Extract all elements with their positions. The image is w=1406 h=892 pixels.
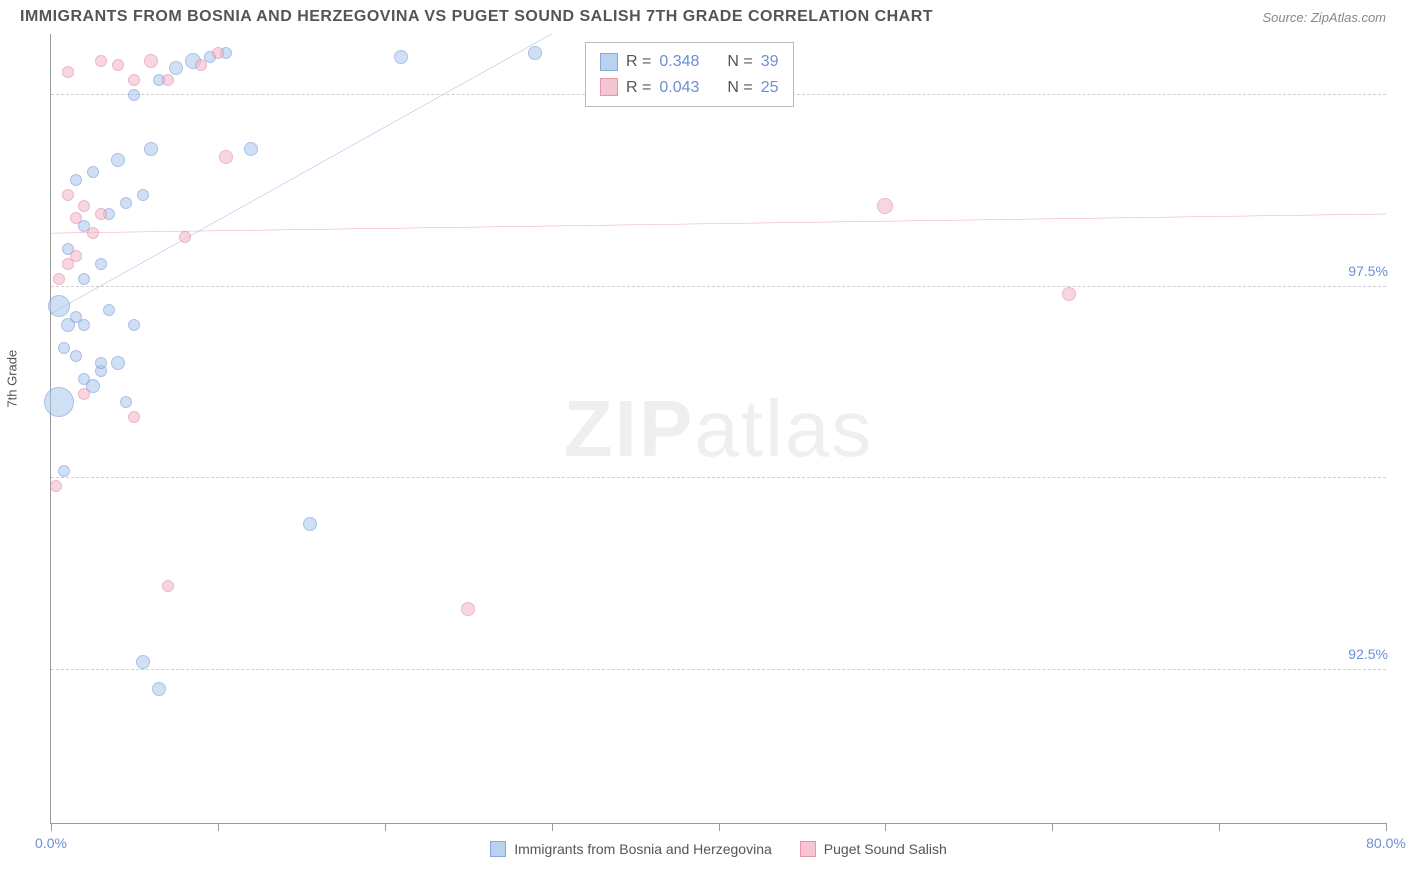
legend-n-label: N =: [727, 75, 752, 101]
scatter-point: [120, 396, 132, 408]
x-tick: [552, 823, 553, 831]
scatter-point: [195, 59, 207, 71]
scatter-point: [1062, 287, 1076, 301]
scatter-point: [62, 66, 74, 78]
gridline: [51, 669, 1386, 670]
chart-title: IMMIGRANTS FROM BOSNIA AND HERZEGOVINA V…: [20, 8, 933, 26]
x-tick: [385, 823, 386, 831]
scatter-point: [70, 212, 82, 224]
scatter-point: [70, 350, 82, 362]
series-name: Puget Sound Salish: [824, 841, 947, 857]
series-name: Immigrants from Bosnia and Herzegovina: [514, 841, 772, 857]
scatter-point: [78, 319, 90, 331]
legend-row: R = 0.043 N = 25: [600, 75, 779, 101]
x-tick: [51, 823, 52, 831]
scatter-point: [44, 387, 74, 417]
scatter-point: [70, 174, 82, 186]
scatter-point: [87, 227, 99, 239]
scatter-point: [128, 89, 140, 101]
x-tick: [1219, 823, 1220, 831]
gridline: [51, 477, 1386, 478]
scatter-point: [303, 517, 317, 531]
scatter-point: [877, 198, 893, 214]
scatter-point: [162, 74, 174, 86]
scatter-point: [48, 295, 70, 317]
scatter-point: [128, 319, 140, 331]
scatter-point: [95, 55, 107, 67]
legend-row: R = 0.348 N = 39: [600, 49, 779, 75]
scatter-point: [53, 273, 65, 285]
x-tick: [885, 823, 886, 831]
correlation-legend: R = 0.348 N = 39 R = 0.043 N = 25: [585, 42, 794, 107]
scatter-point: [78, 373, 90, 385]
scatter-point: [112, 59, 124, 71]
scatter-point: [58, 342, 70, 354]
scatter-point: [461, 602, 475, 616]
scatter-point: [103, 304, 115, 316]
scatter-point: [144, 142, 158, 156]
plot-area: ZIPatlas 92.5%97.5%0.0%80.0%R =0.348N =3…: [50, 34, 1386, 824]
scatter-point: [95, 357, 107, 369]
series-legend-item: Puget Sound Salish: [800, 841, 947, 857]
x-tick: [218, 823, 219, 831]
chart-area: 7th Grade ZIPatlas 92.5%97.5%0.0%80.0%R …: [40, 34, 1386, 824]
scatter-point: [152, 682, 166, 696]
gridline: [51, 286, 1386, 287]
scatter-point: [78, 273, 90, 285]
watermark: ZIPatlas: [564, 383, 873, 475]
chart-source: Source: ZipAtlas.com: [1262, 10, 1386, 25]
scatter-point: [219, 150, 233, 164]
scatter-point: [212, 47, 224, 59]
scatter-point: [128, 74, 140, 86]
scatter-point: [50, 480, 62, 492]
scatter-point: [87, 166, 99, 178]
legend-swatch: [600, 78, 618, 96]
scatter-point: [136, 655, 150, 669]
scatter-point: [162, 580, 174, 592]
legend-n-label: N =: [727, 49, 752, 75]
scatter-point: [111, 153, 125, 167]
legend-r-value: 0.348: [659, 49, 699, 75]
y-tick-label: 97.5%: [1344, 263, 1388, 279]
legend-swatch: [600, 53, 618, 71]
legend-swatch: [490, 841, 506, 857]
legend-r-value: 0.043: [659, 75, 699, 101]
scatter-point: [394, 50, 408, 64]
scatter-point: [111, 356, 125, 370]
series-legend-item: Immigrants from Bosnia and Herzegovina: [490, 841, 772, 857]
scatter-point: [120, 197, 132, 209]
scatter-point: [137, 189, 149, 201]
trend-line: [51, 214, 1386, 233]
scatter-point: [95, 258, 107, 270]
scatter-point: [78, 388, 90, 400]
legend-r-label: R =: [626, 75, 651, 101]
scatter-point: [179, 231, 191, 243]
x-tick: [1052, 823, 1053, 831]
watermark-thin: atlas: [694, 384, 873, 473]
scatter-point: [95, 208, 107, 220]
scatter-point: [128, 411, 140, 423]
scatter-point: [169, 61, 183, 75]
legend-n-value: 25: [761, 75, 779, 101]
legend-swatch: [800, 841, 816, 857]
watermark-bold: ZIP: [564, 384, 694, 473]
y-axis-label: 7th Grade: [5, 350, 20, 408]
scatter-point: [70, 250, 82, 262]
scatter-point: [528, 46, 542, 60]
legend-r-label: R =: [626, 49, 651, 75]
trend-line: [51, 34, 552, 314]
x-tick: [719, 823, 720, 831]
scatter-point: [144, 54, 158, 68]
x-tick: [1386, 823, 1387, 831]
scatter-point: [244, 142, 258, 156]
scatter-point: [58, 465, 70, 477]
legend-n-value: 39: [761, 49, 779, 75]
chart-header: IMMIGRANTS FROM BOSNIA AND HERZEGOVINA V…: [0, 0, 1406, 34]
y-tick-label: 92.5%: [1344, 646, 1388, 662]
series-legend: Immigrants from Bosnia and Herzegovina Pu…: [51, 841, 1386, 857]
scatter-point: [62, 189, 74, 201]
scatter-point: [78, 200, 90, 212]
